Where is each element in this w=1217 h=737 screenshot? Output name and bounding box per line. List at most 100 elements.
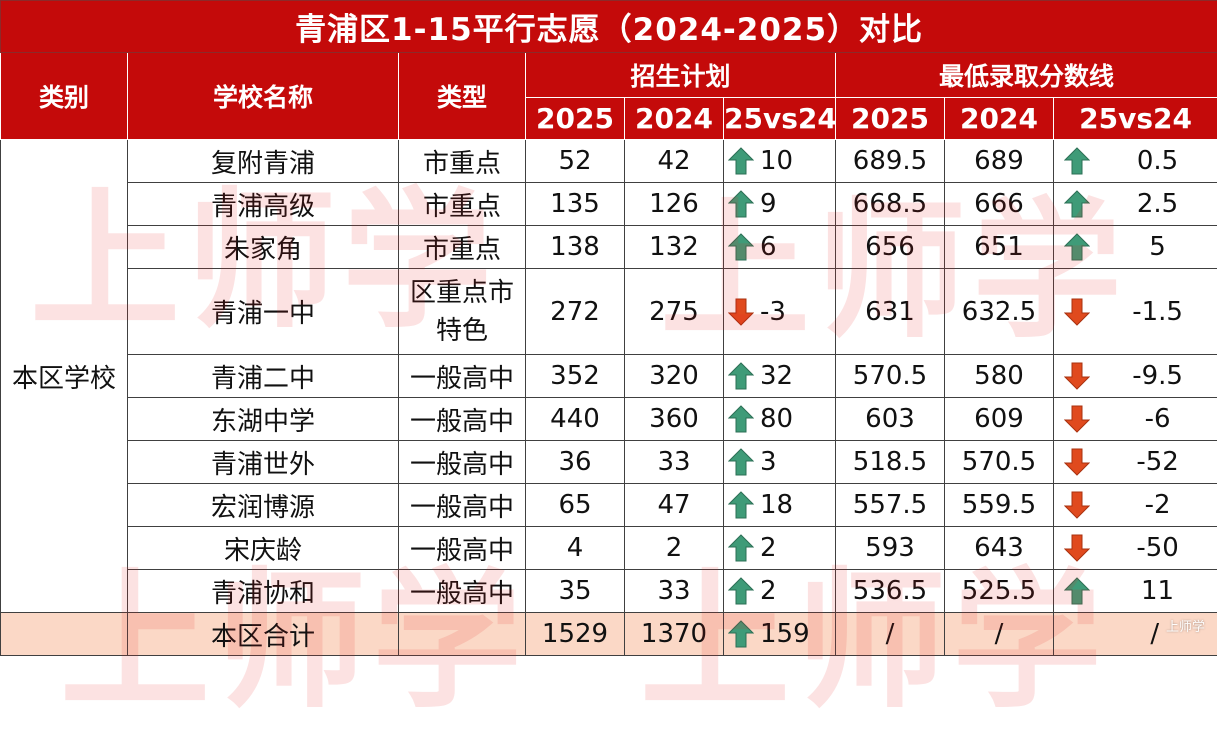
plan-2024: 33 <box>625 441 724 484</box>
change-value: 10 <box>760 146 800 176</box>
category-cell: 本区学校 <box>1 140 128 613</box>
school-name: 青浦世外 <box>128 441 399 484</box>
change-value: 9 <box>760 189 800 219</box>
school-name: 东湖中学 <box>128 398 399 441</box>
school-name: 宏润博源 <box>128 484 399 527</box>
plan-change: 3 <box>724 441 836 484</box>
page-title: 青浦区1-15平行志愿（2024-2025）对比 <box>1 1 1217 53</box>
arrow-up-icon <box>728 534 754 562</box>
plan-2025: 352 <box>526 355 625 398</box>
plan-2024: 2 <box>625 527 724 570</box>
change-value: 80 <box>760 404 800 434</box>
arrow-down-icon <box>1064 534 1090 562</box>
arrow-up-icon <box>1064 233 1090 261</box>
score-2024: 609 <box>945 398 1054 441</box>
plan-2025: 135 <box>526 183 625 226</box>
plan-2025: 4 <box>526 527 625 570</box>
school-type: 区重点市特色 <box>399 269 526 355</box>
school-name: 青浦一中 <box>128 269 399 355</box>
score-2025: 631 <box>836 269 945 355</box>
school-name: 青浦二中 <box>128 355 399 398</box>
change-value: -3 <box>760 297 800 327</box>
change-value: -9.5 <box>1098 361 1217 391</box>
plan-2025: 35 <box>526 570 625 613</box>
arrow-up-icon <box>728 233 754 261</box>
school-type: 市重点 <box>399 226 526 269</box>
arrow-up-icon <box>728 405 754 433</box>
score-2024: 651 <box>945 226 1054 269</box>
header-plan-diff: 25vs24 <box>724 98 836 140</box>
school-type: 一般高中 <box>399 398 526 441</box>
change-value: 2.5 <box>1098 189 1217 219</box>
school-type: 一般高中 <box>399 355 526 398</box>
change-value: 2 <box>760 533 800 563</box>
school-name: 青浦高级 <box>128 183 399 226</box>
change-value: 18 <box>760 490 800 520</box>
change-value: 11 <box>1098 576 1217 606</box>
score-2024: 525.5 <box>945 570 1054 613</box>
plan-2025: 272 <box>526 269 625 355</box>
school-type: 市重点 <box>399 183 526 226</box>
change-value: -1.5 <box>1098 297 1217 327</box>
header-type: 类型 <box>399 53 526 140</box>
arrow-up-icon <box>1064 190 1090 218</box>
arrow-down-icon <box>1064 448 1090 476</box>
comparison-table: 青浦区1-15平行志愿（2024-2025）对比 类别 学校名称 类型 招生计划… <box>0 0 1217 656</box>
change-value: 32 <box>760 361 800 391</box>
arrow-down-icon <box>1064 491 1090 519</box>
plan-change: 2 <box>724 570 836 613</box>
plan-change: 6 <box>724 226 836 269</box>
score-2025: 689.5 <box>836 140 945 183</box>
arrow-down-icon <box>1064 405 1090 433</box>
arrow-down-icon <box>1064 298 1090 326</box>
score-2024: 632.5 <box>945 269 1054 355</box>
arrow-down-icon <box>1064 362 1090 390</box>
arrow-up-icon <box>728 147 754 175</box>
change-value: -2 <box>1098 490 1217 520</box>
score-2025: 557.5 <box>836 484 945 527</box>
score-2024: 570.5 <box>945 441 1054 484</box>
header-school: 学校名称 <box>128 53 399 140</box>
total-plan-2024: 1370 <box>625 613 724 656</box>
score-2024: 559.5 <box>945 484 1054 527</box>
arrow-down-icon <box>728 298 754 326</box>
total-type-blank <box>399 613 526 656</box>
plan-2025: 440 <box>526 398 625 441</box>
header-plan: 招生计划 <box>526 53 836 98</box>
arrow-up-icon <box>728 362 754 390</box>
change-value: 2 <box>760 576 800 606</box>
score-change: -9.5 <box>1054 355 1217 398</box>
arrow-up-icon <box>728 448 754 476</box>
score-2024: 689 <box>945 140 1054 183</box>
plan-2024: 275 <box>625 269 724 355</box>
score-2025: 518.5 <box>836 441 945 484</box>
plan-2025: 52 <box>526 140 625 183</box>
school-type: 一般高中 <box>399 441 526 484</box>
arrow-up-icon <box>1064 577 1090 605</box>
plan-change: -3 <box>724 269 836 355</box>
header-score: 最低录取分数线 <box>836 53 1217 98</box>
score-change: -1.5 <box>1054 269 1217 355</box>
school-type-line: 区重点市 <box>410 278 514 308</box>
plan-change: 2 <box>724 527 836 570</box>
header-plan-2025: 2025 <box>526 98 625 140</box>
total-blank <box>1 613 128 656</box>
plan-2024: 360 <box>625 398 724 441</box>
school-type: 一般高中 <box>399 484 526 527</box>
score-2025: 570.5 <box>836 355 945 398</box>
change-value: 6 <box>760 232 800 262</box>
score-2024: 580 <box>945 355 1054 398</box>
score-change: 0.5 <box>1054 140 1217 183</box>
plan-change: 80 <box>724 398 836 441</box>
corner-watermark: 上师学 <box>1166 616 1205 635</box>
score-2025: 536.5 <box>836 570 945 613</box>
score-change: -2 <box>1054 484 1217 527</box>
